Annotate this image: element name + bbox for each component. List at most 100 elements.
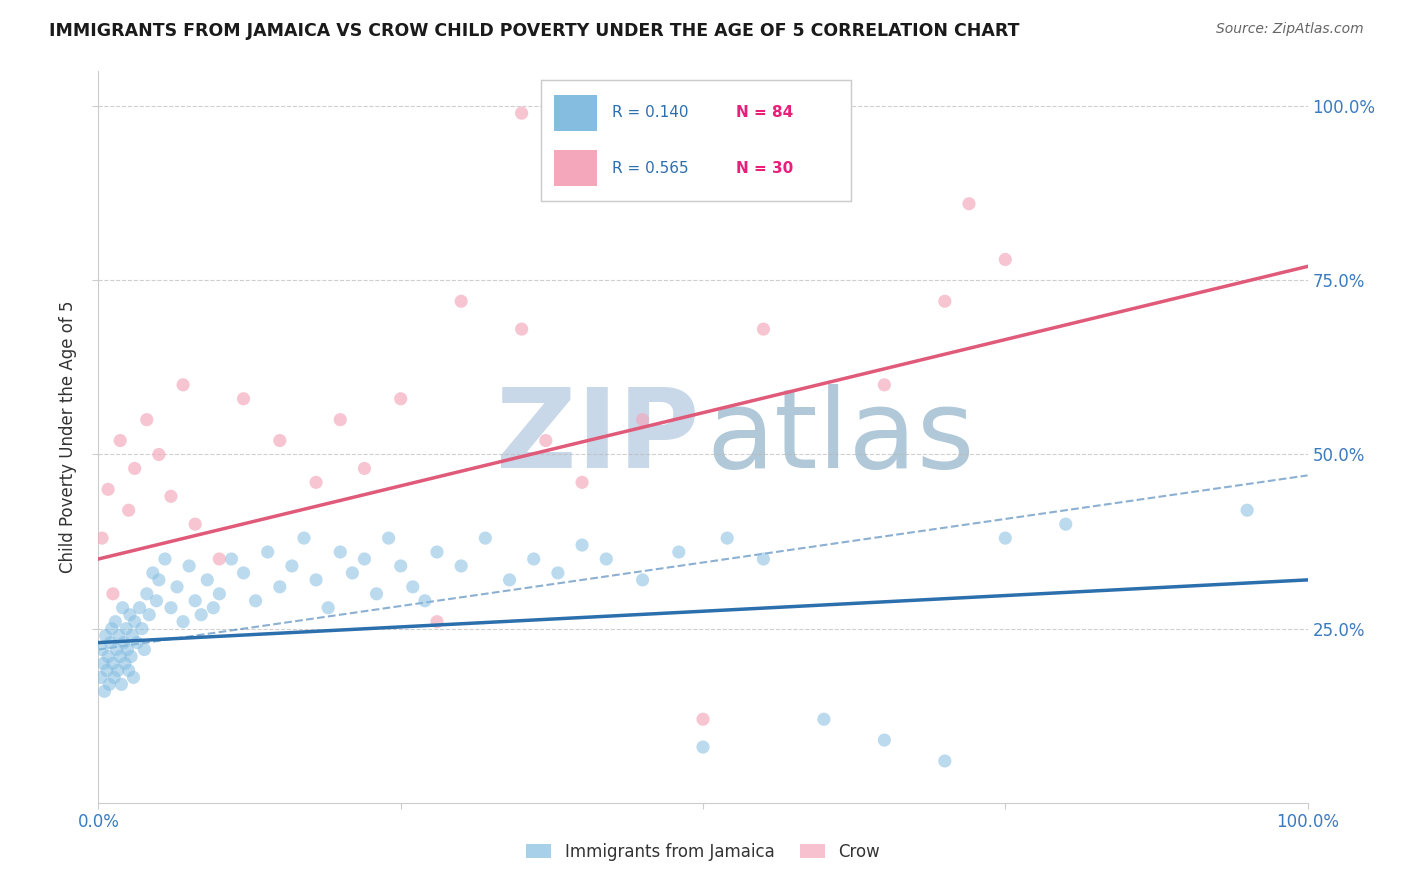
Point <box>115 622 138 636</box>
Legend: Immigrants from Jamaica, Crow: Immigrants from Jamaica, Crow <box>520 837 886 868</box>
Point <box>281 558 304 573</box>
Point <box>426 545 449 559</box>
Text: N = 84: N = 84 <box>737 105 793 120</box>
Point <box>103 670 125 684</box>
Point <box>160 600 183 615</box>
Point <box>389 558 412 573</box>
Point <box>153 552 176 566</box>
Point <box>245 594 267 608</box>
Point <box>329 412 352 426</box>
Point <box>98 677 121 691</box>
Point <box>91 642 114 657</box>
Point <box>994 252 1017 267</box>
Point <box>118 664 141 678</box>
Point <box>93 684 115 698</box>
Text: Source: ZipAtlas.com: Source: ZipAtlas.com <box>1216 22 1364 37</box>
Point <box>221 552 243 566</box>
Point <box>256 545 278 559</box>
Point <box>994 531 1017 545</box>
Point <box>305 573 328 587</box>
Point <box>118 607 141 622</box>
Point <box>668 545 690 559</box>
Point <box>498 573 520 587</box>
Point <box>413 594 436 608</box>
Point <box>692 740 714 755</box>
Point <box>547 566 569 580</box>
Point <box>292 531 315 545</box>
Point <box>124 615 146 629</box>
Point <box>104 615 127 629</box>
Point <box>329 545 352 559</box>
Point <box>316 600 339 615</box>
Point <box>134 642 156 657</box>
Point <box>752 322 775 336</box>
Point <box>127 635 149 649</box>
Point <box>148 448 170 462</box>
Point <box>402 580 425 594</box>
Point <box>118 503 141 517</box>
Point <box>202 600 225 615</box>
Point <box>305 475 328 490</box>
Point <box>112 635 135 649</box>
Point <box>232 566 254 580</box>
Point <box>631 412 654 426</box>
Point <box>208 552 231 566</box>
Point <box>873 377 896 392</box>
Point <box>353 461 375 475</box>
Point <box>450 558 472 573</box>
Point <box>108 629 131 643</box>
Text: R = 0.565: R = 0.565 <box>613 161 689 176</box>
Point <box>172 377 194 392</box>
Point <box>595 552 617 566</box>
Point <box>377 531 399 545</box>
Point <box>120 649 142 664</box>
Point <box>124 461 146 475</box>
Point <box>131 622 153 636</box>
Point <box>510 106 533 120</box>
Point <box>873 733 896 747</box>
Bar <box>554 95 598 131</box>
Point <box>523 552 546 566</box>
Point <box>101 657 124 671</box>
Point <box>135 412 157 426</box>
Point <box>105 642 128 657</box>
Point <box>135 587 157 601</box>
Point <box>100 635 122 649</box>
Point <box>97 483 120 497</box>
Point <box>269 434 291 448</box>
Point <box>91 657 114 671</box>
Point <box>110 677 132 691</box>
Point <box>571 475 593 490</box>
Point <box>96 664 118 678</box>
Text: ZIP: ZIP <box>496 384 699 491</box>
Point <box>450 294 472 309</box>
Text: N = 30: N = 30 <box>737 161 793 176</box>
Point <box>631 573 654 587</box>
Point <box>91 531 114 545</box>
Point <box>122 670 145 684</box>
Point <box>145 594 167 608</box>
Point <box>117 642 139 657</box>
Point <box>111 600 134 615</box>
Point <box>100 622 122 636</box>
Point <box>142 566 165 580</box>
Point <box>190 607 212 622</box>
Text: atlas: atlas <box>707 384 976 491</box>
Point <box>179 558 201 573</box>
Point <box>269 580 291 594</box>
Y-axis label: Child Poverty Under the Age of 5: Child Poverty Under the Age of 5 <box>59 301 77 574</box>
Point <box>172 615 194 629</box>
Point <box>108 434 131 448</box>
Point <box>184 594 207 608</box>
Point <box>160 489 183 503</box>
Point <box>1054 517 1077 532</box>
Point <box>389 392 412 406</box>
Point <box>934 294 956 309</box>
Point <box>534 434 557 448</box>
Point <box>108 649 131 664</box>
Point <box>426 615 449 629</box>
Point <box>114 657 136 671</box>
Bar <box>554 150 598 186</box>
Point <box>94 629 117 643</box>
Point <box>107 664 129 678</box>
